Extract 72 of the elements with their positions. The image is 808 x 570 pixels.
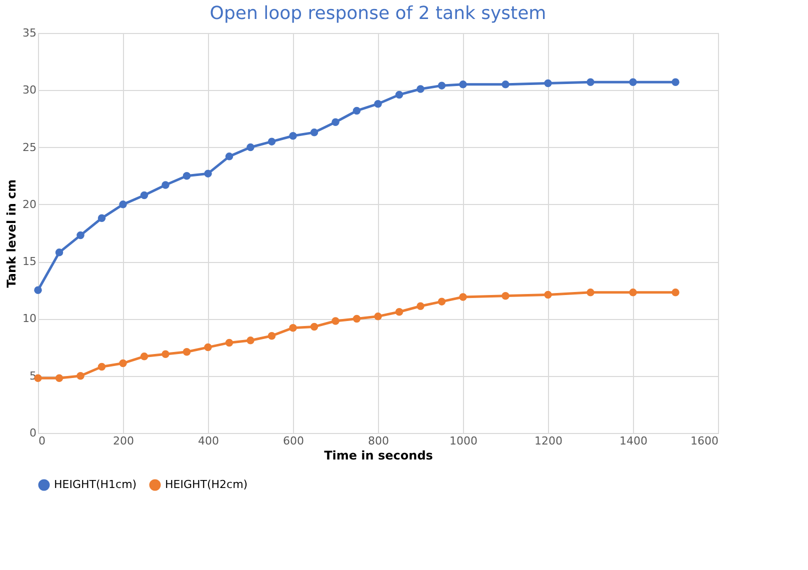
point bbox=[416, 85, 424, 93]
point bbox=[310, 322, 318, 331]
point bbox=[544, 79, 552, 88]
point bbox=[289, 324, 297, 332]
x-axis-title: Time in seconds bbox=[324, 448, 433, 462]
point bbox=[204, 343, 212, 352]
point bbox=[182, 172, 191, 180]
point bbox=[55, 248, 64, 256]
chart-title: Open loop response of 2 tank system bbox=[210, 3, 546, 24]
y-tick-label: 15 bbox=[22, 255, 36, 268]
point bbox=[34, 286, 42, 294]
x-tick-label: 200 bbox=[113, 434, 134, 448]
point bbox=[225, 152, 234, 160]
y-tick-label: 10 bbox=[22, 312, 36, 326]
y-tick-label: 30 bbox=[22, 84, 36, 97]
point bbox=[246, 143, 254, 152]
point bbox=[162, 350, 170, 358]
point bbox=[204, 170, 212, 178]
point bbox=[672, 78, 680, 86]
point bbox=[332, 317, 340, 325]
point bbox=[289, 132, 297, 140]
point bbox=[438, 82, 446, 90]
point bbox=[76, 231, 84, 240]
y-tick-label: 0 bbox=[30, 426, 36, 440]
point bbox=[395, 308, 404, 316]
point bbox=[352, 106, 361, 115]
point bbox=[502, 292, 510, 300]
x-tick-label: 600 bbox=[283, 434, 304, 448]
y-tick-label: 20 bbox=[22, 198, 36, 211]
point bbox=[140, 352, 148, 360]
point bbox=[374, 312, 382, 320]
point bbox=[76, 372, 84, 380]
point bbox=[55, 374, 64, 382]
x-tick-label: 1000 bbox=[450, 434, 478, 448]
point bbox=[459, 293, 467, 301]
point bbox=[140, 191, 148, 200]
point bbox=[352, 314, 361, 323]
y-tick-label: 25 bbox=[22, 140, 36, 154]
point bbox=[119, 359, 127, 368]
x-tick-label: 1600 bbox=[690, 434, 718, 448]
x-tick-label: 1200 bbox=[534, 434, 562, 448]
point bbox=[672, 288, 680, 296]
point bbox=[268, 332, 276, 340]
legend-label: HEIGHT(H1cm) bbox=[54, 478, 137, 491]
point bbox=[332, 118, 340, 126]
y-axis-title: Tank level in cm bbox=[4, 179, 19, 288]
point bbox=[182, 348, 191, 356]
point bbox=[459, 80, 467, 88]
point bbox=[586, 288, 594, 296]
x-tick-label: 800 bbox=[368, 434, 389, 448]
x-tick-label: 1400 bbox=[620, 434, 648, 448]
point bbox=[416, 302, 424, 310]
point bbox=[438, 298, 446, 306]
point bbox=[246, 336, 254, 344]
point bbox=[225, 338, 234, 347]
point bbox=[502, 80, 510, 88]
x-tick-label: 0 bbox=[38, 434, 46, 448]
point bbox=[374, 100, 382, 108]
point bbox=[162, 181, 170, 189]
point bbox=[98, 362, 106, 371]
point bbox=[544, 290, 552, 299]
point bbox=[586, 78, 594, 86]
y-tick-label: 35 bbox=[22, 26, 36, 40]
point bbox=[119, 200, 127, 208]
point bbox=[98, 214, 106, 222]
point bbox=[629, 78, 637, 86]
point bbox=[310, 128, 318, 136]
point bbox=[395, 90, 404, 99]
x-tick-label: 400 bbox=[198, 434, 219, 448]
point bbox=[629, 288, 637, 296]
legend-label: HEIGHT(H2cm) bbox=[165, 478, 248, 491]
point bbox=[268, 138, 276, 146]
